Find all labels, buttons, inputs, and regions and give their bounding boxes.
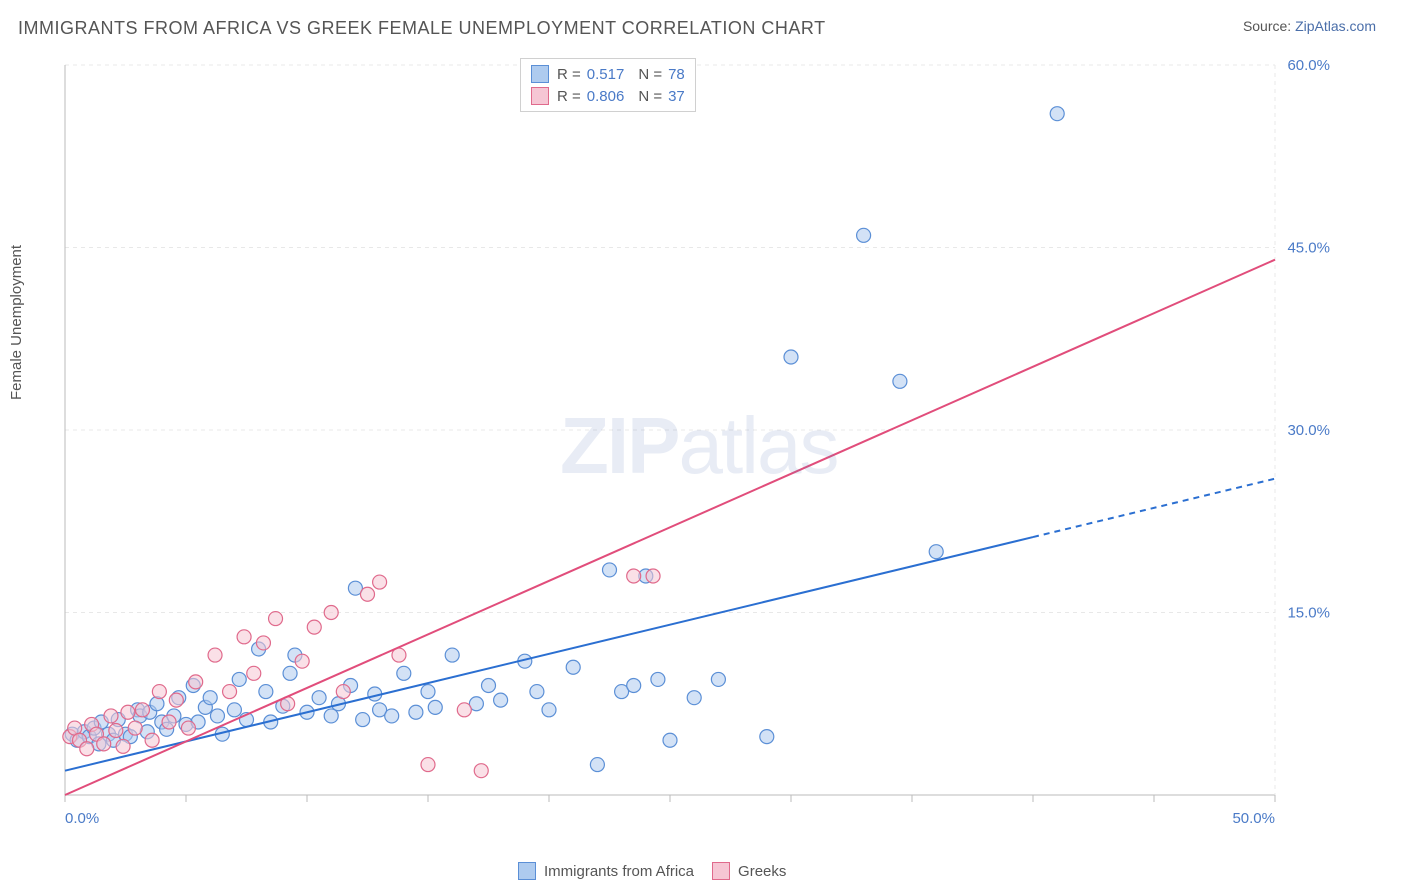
legend-label: Immigrants from Africa [544, 863, 694, 880]
svg-text:15.0%: 15.0% [1287, 605, 1330, 622]
svg-text:30.0%: 30.0% [1287, 422, 1330, 439]
svg-text:60.0%: 60.0% [1287, 57, 1330, 74]
legend-swatch [518, 862, 536, 880]
y-axis-label: Female Unemployment [8, 245, 25, 400]
svg-text:0.0%: 0.0% [65, 810, 99, 827]
r-label: R = [557, 88, 581, 105]
source-link[interactable]: ZipAtlas.com [1295, 18, 1376, 34]
r-label: R = [557, 66, 581, 83]
source-attribution: Source: ZipAtlas.com [1243, 18, 1376, 34]
n-label: N = [638, 66, 662, 83]
n-value: 37 [668, 88, 685, 105]
stats-legend: R = 0.517 N = 78 R = 0.806 N = 37 [520, 58, 696, 112]
n-label: N = [638, 88, 662, 105]
r-value: 0.517 [587, 66, 625, 83]
r-value: 0.806 [587, 88, 625, 105]
n-value: 78 [668, 66, 685, 83]
legend-swatch [531, 65, 549, 83]
series-legend: Immigrants from Africa Greeks [500, 862, 786, 880]
legend-label: Greeks [738, 863, 786, 880]
svg-text:45.0%: 45.0% [1287, 240, 1330, 257]
plot-area: 0.0% 50.0% 15.0% 30.0% 45.0% 60.0% [55, 55, 1365, 840]
chart-title: IMMIGRANTS FROM AFRICA VS GREEK FEMALE U… [18, 18, 826, 39]
source-prefix: Source: [1243, 18, 1295, 34]
chart-container: IMMIGRANTS FROM AFRICA VS GREEK FEMALE U… [0, 0, 1406, 892]
legend-swatch [531, 87, 549, 105]
svg-text:50.0%: 50.0% [1232, 810, 1275, 827]
scatter-svg: 0.0% 50.0% 15.0% 30.0% 45.0% 60.0% [55, 55, 1365, 840]
stats-legend-row: R = 0.517 N = 78 [531, 63, 685, 85]
legend-swatch [712, 862, 730, 880]
stats-legend-row: R = 0.806 N = 37 [531, 85, 685, 107]
